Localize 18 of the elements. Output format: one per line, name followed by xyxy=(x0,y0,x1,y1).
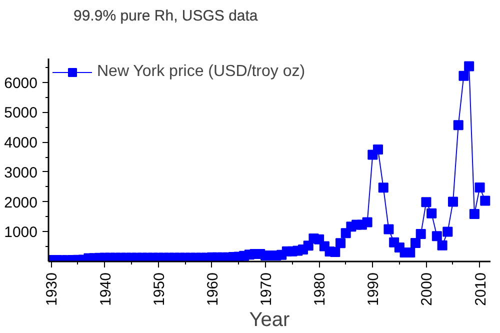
x-tick-label: 1990 xyxy=(365,272,382,306)
x-tick-label: 1970 xyxy=(258,272,275,306)
x-tick-label: 1940 xyxy=(97,272,114,306)
y-tick-label: 6000 xyxy=(4,74,38,92)
y-tick-label: 2000 xyxy=(4,194,38,212)
x-tick-label: 2010 xyxy=(472,272,490,306)
x-tick-label: 1980 xyxy=(312,272,329,306)
y-tick-label: 5000 xyxy=(4,104,38,122)
y-tick-label: 4000 xyxy=(4,134,38,152)
x-axis-title: Year xyxy=(249,308,290,331)
legend-label: New York price (USD/troy oz) xyxy=(97,63,306,81)
x-tick-label: 2000 xyxy=(418,272,436,306)
x-tick-label: 1930 xyxy=(44,272,61,306)
x-tick-label: 1950 xyxy=(150,272,168,306)
chart-title: 99.9% pure Rh, USGS data xyxy=(74,8,258,24)
y-tick-label: 1000 xyxy=(4,224,38,242)
y-tick-label: 3000 xyxy=(4,164,38,182)
x-tick-label: 1960 xyxy=(204,272,222,306)
